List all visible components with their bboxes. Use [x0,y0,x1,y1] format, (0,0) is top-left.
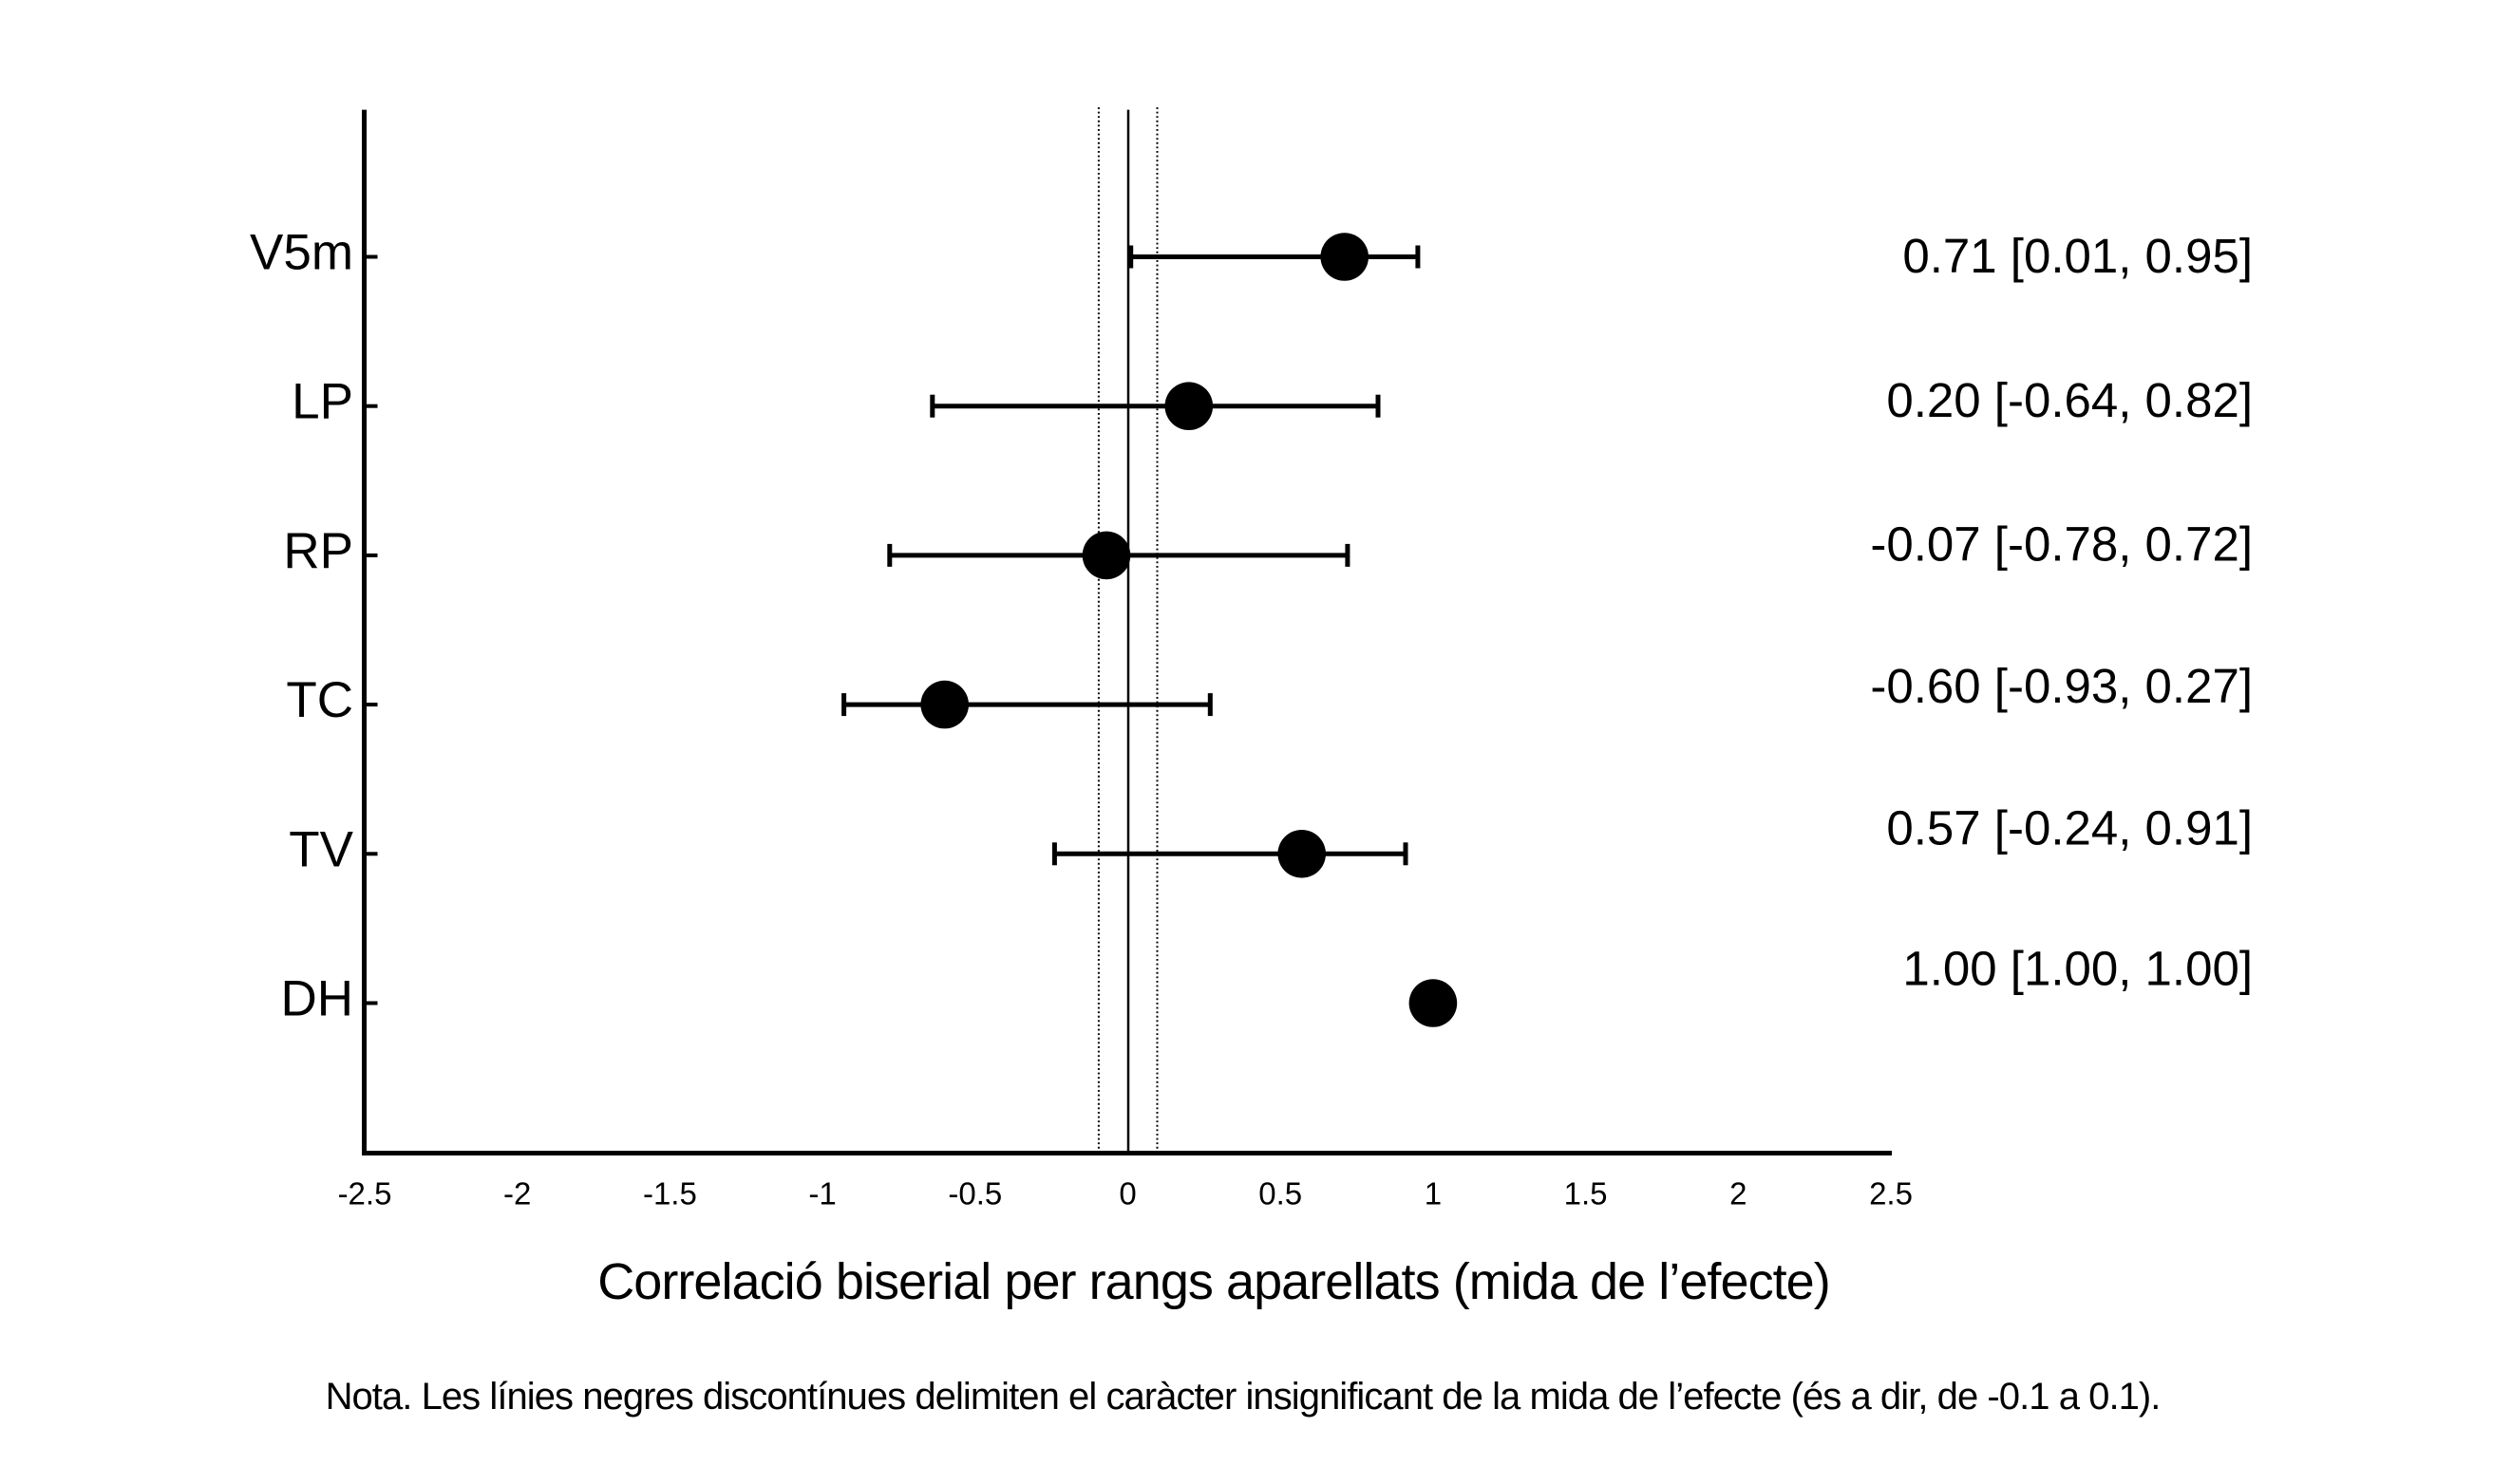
svg-text:1: 1 [1425,1175,1442,1211]
svg-text:Correlació biserial per rangs: Correlació biserial per rangs aparellats… [597,1253,1830,1310]
svg-text:1.00 [1.00, 1.00]: 1.00 [1.00, 1.00] [1902,942,2253,996]
svg-text:RP: RP [283,523,353,579]
svg-text:Nota. Les línies negres discon: Nota. Les línies negres discontínues del… [326,1376,2161,1418]
svg-text:-0.5: -0.5 [948,1175,1002,1211]
svg-text:0.20 [-0.64, 0.82]: 0.20 [-0.64, 0.82] [1886,373,2253,427]
svg-text:0.71 [0.01, 0.95]: 0.71 [0.01, 0.95] [1902,229,2253,283]
svg-text:1.5: 1.5 [1564,1175,1608,1211]
svg-text:-0.07 [-0.78, 0.72]: -0.07 [-0.78, 0.72] [1870,517,2253,571]
svg-text:0.57 [-0.24, 0.91]: 0.57 [-0.24, 0.91] [1886,800,2253,855]
svg-text:-1: -1 [808,1175,836,1211]
svg-text:0: 0 [1119,1175,1136,1211]
svg-text:-0.60 [-0.93, 0.27]: -0.60 [-0.93, 0.27] [1870,659,2253,713]
svg-text:V5m: V5m [250,225,353,281]
svg-text:2: 2 [1729,1175,1747,1211]
svg-text:-1.5: -1.5 [643,1175,697,1211]
svg-text:DH: DH [280,971,353,1027]
svg-text:2.5: 2.5 [1869,1175,1913,1211]
svg-text:LP: LP [292,374,353,430]
svg-text:TC: TC [286,672,353,728]
svg-text:-2: -2 [503,1175,531,1211]
svg-text:0.5: 0.5 [1258,1175,1302,1211]
svg-text:TV: TV [289,821,353,877]
svg-text:-2.5: -2.5 [338,1175,392,1211]
